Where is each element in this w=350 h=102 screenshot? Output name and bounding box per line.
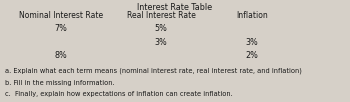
Text: 7%: 7% bbox=[55, 24, 68, 33]
Text: b. Fill in the missing information.: b. Fill in the missing information. bbox=[5, 80, 115, 86]
Text: 2%: 2% bbox=[246, 51, 258, 60]
Text: Nominal Interest Rate: Nominal Interest Rate bbox=[19, 11, 103, 20]
Text: 3%: 3% bbox=[246, 38, 258, 47]
Text: 8%: 8% bbox=[55, 51, 68, 60]
Text: Real Interest Rate: Real Interest Rate bbox=[127, 11, 195, 20]
Text: 5%: 5% bbox=[155, 24, 167, 33]
Text: 3%: 3% bbox=[155, 38, 167, 47]
Text: Inflation: Inflation bbox=[236, 11, 268, 20]
Text: c.  Finally, explain how expectations of inflation can create inflation.: c. Finally, explain how expectations of … bbox=[5, 91, 233, 97]
Text: Interest Rate Table: Interest Rate Table bbox=[138, 3, 212, 12]
Text: a. Explain what each term means (nominal interest rate, real interest rate, and : a. Explain what each term means (nominal… bbox=[5, 68, 302, 74]
